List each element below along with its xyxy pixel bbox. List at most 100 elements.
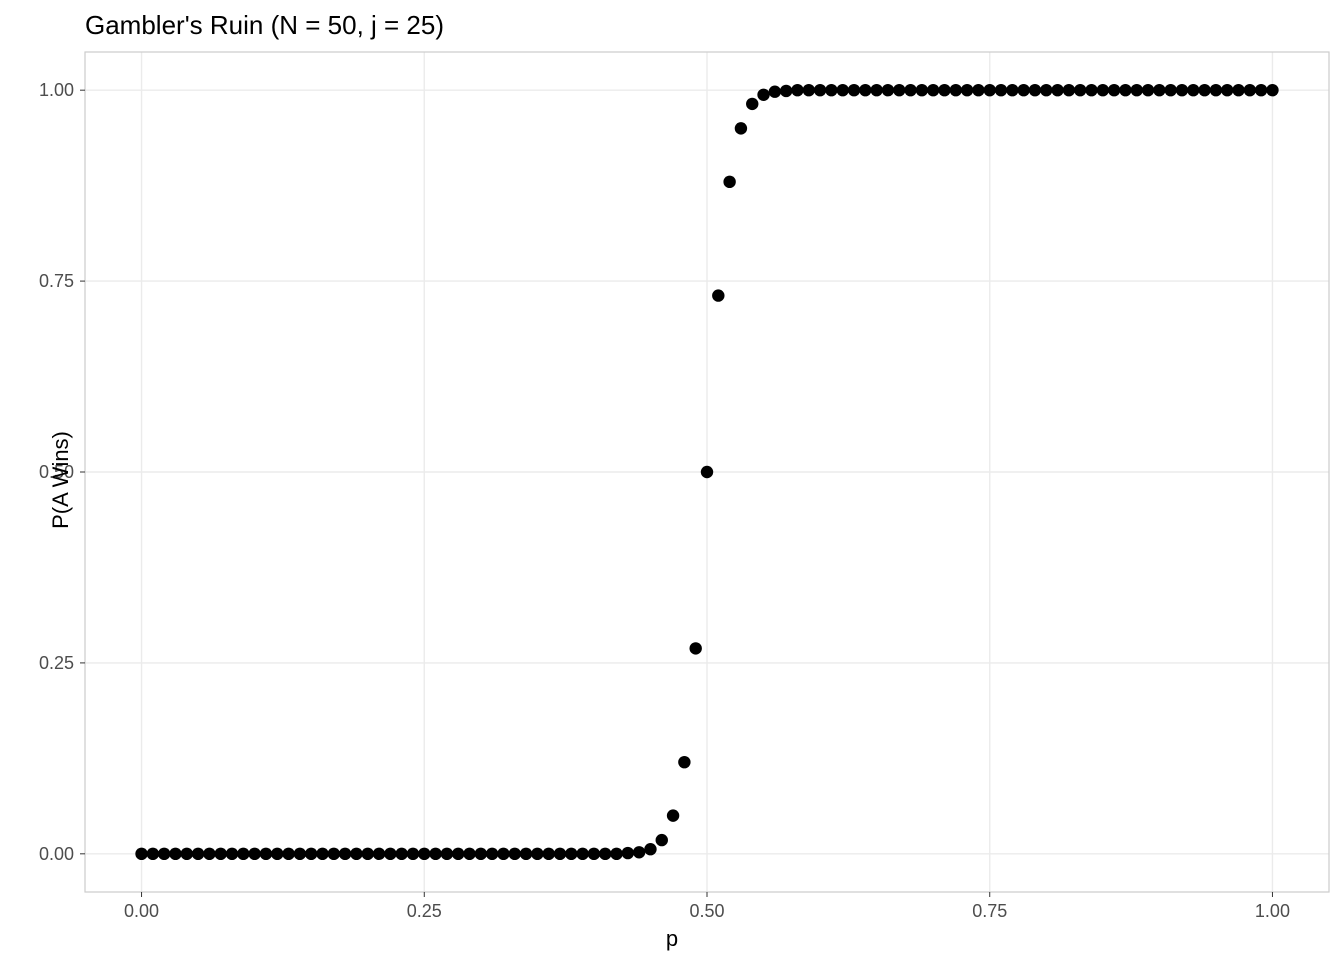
data-point [147,848,159,860]
data-point [463,848,475,860]
data-point [282,848,294,860]
chart-container: Gambler's Ruin (N = 50, j = 25) P(A Wins… [0,0,1344,960]
data-point [1210,84,1222,96]
data-point [305,848,317,860]
data-point [848,84,860,96]
data-point [203,848,215,860]
data-point [1131,84,1143,96]
data-point [723,176,735,188]
data-point [542,848,554,860]
x-tick-label: 0.25 [407,901,442,921]
data-point [1074,84,1086,96]
data-point [904,84,916,96]
data-point [746,98,758,110]
data-point [1097,84,1109,96]
data-point [1108,84,1120,96]
data-point [588,848,600,860]
data-point [814,84,826,96]
y-axis-title: P(A Wins) [48,431,74,529]
data-point [407,848,419,860]
data-point [373,848,385,860]
data-point [656,834,668,846]
data-point [678,756,690,768]
data-point [452,848,464,860]
data-point [271,848,283,860]
data-point [950,84,962,96]
data-point [644,843,656,855]
data-point [158,848,170,860]
data-point [689,642,701,654]
data-point [192,848,204,860]
data-point [712,289,724,301]
data-point [237,848,249,860]
data-point [1085,84,1097,96]
data-point [938,84,950,96]
data-point [316,848,328,860]
data-point [384,848,396,860]
data-point [1040,84,1052,96]
data-point [248,848,260,860]
data-point [1063,84,1075,96]
data-point [226,848,238,860]
data-point [1164,84,1176,96]
data-point [701,466,713,478]
data-point [825,84,837,96]
x-tick-label: 0.75 [972,901,1007,921]
data-point [1221,84,1233,96]
x-axis-title: p [666,926,678,952]
data-point [1232,84,1244,96]
data-point [1176,84,1188,96]
data-point [667,809,679,821]
data-point [328,848,340,860]
x-tick-label: 0.50 [689,901,724,921]
data-point [837,84,849,96]
data-point [339,848,351,860]
data-point [870,84,882,96]
data-point [791,84,803,96]
data-point [882,84,894,96]
data-point [633,846,645,858]
data-point [475,848,487,860]
data-point [610,848,622,860]
data-point [486,848,498,860]
data-point [599,848,611,860]
y-tick-label: 0.25 [39,653,74,673]
data-point [260,848,272,860]
data-point [215,848,227,860]
data-point [893,84,905,96]
data-point [995,84,1007,96]
data-point [1017,84,1029,96]
data-point [1142,84,1154,96]
data-point [531,848,543,860]
data-point [859,84,871,96]
data-point [441,848,453,860]
data-point [395,848,407,860]
data-point [169,848,181,860]
data-point [622,847,634,859]
data-point [780,85,792,97]
data-point [1255,84,1267,96]
data-point [1051,84,1063,96]
data-point [769,86,781,98]
data-point [294,848,306,860]
data-point [520,848,532,860]
data-point [181,848,193,860]
data-point [1029,84,1041,96]
data-point [757,89,769,101]
y-tick-label: 1.00 [39,80,74,100]
data-point [803,84,815,96]
data-point [509,848,521,860]
data-point [429,848,441,860]
x-tick-label: 1.00 [1255,901,1290,921]
data-point [1153,84,1165,96]
data-point [961,84,973,96]
x-tick-label: 0.00 [124,901,159,921]
data-point [972,84,984,96]
chart-svg: 0.000.250.500.751.000.000.250.500.751.00 [0,0,1344,960]
data-point [916,84,928,96]
data-point [554,848,566,860]
data-point [927,84,939,96]
data-point [135,848,147,860]
data-point [350,848,362,860]
y-tick-label: 0.75 [39,271,74,291]
